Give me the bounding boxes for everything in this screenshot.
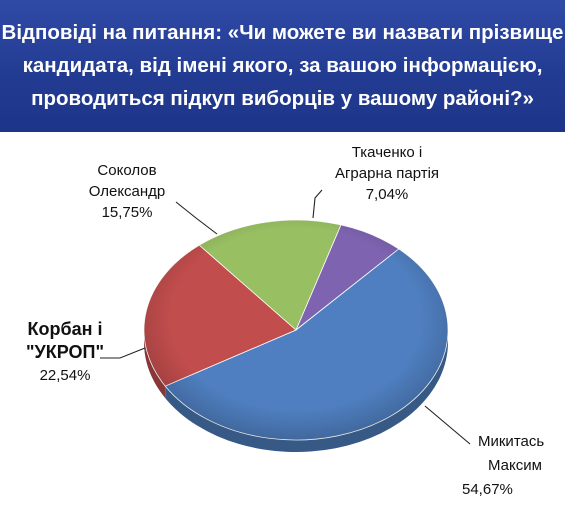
title-line-1: Відповіді на питання: «Чи можете ви назв… [1,21,564,44]
label-korban-name-1: Корбан і [27,319,103,339]
pie-slice-korban-side [144,330,166,399]
label-sokolov-name-1: Соколов [97,162,157,179]
label-tkachenko-value: 7,04% [365,186,409,203]
label-korban-name-2: "УКРОП" [26,342,104,362]
label-tkachenko: Ткаченко і Аграрна партія 7,04% [312,142,462,205]
label-sokolov-name-2: Олександр [88,183,166,200]
leader-line-tkachenko [312,189,323,219]
label-tkachenko-name-2: Аграрна партія [334,165,440,182]
title-line-3: проводиться підкуп виборців у вашому рай… [31,87,534,110]
label-mykytas: Микитась Максим 54,67% [462,430,562,502]
pie-depth [144,330,448,452]
chart-title: Відповіді на питання: «Чи можете ви назв… [0,16,565,115]
label-mykytas-name-1: Микитась [478,433,545,450]
label-korban-value: 22,54% [39,367,91,384]
leader-line-sokolov [175,201,218,235]
pie-shading [144,220,448,440]
label-korban: Корбан і "УКРОП" 22,54% [10,318,120,387]
leader-lines [100,189,471,445]
leader-line-mykytas [424,405,471,445]
title-line-2: кандидата, від імені якого, за вашою інф… [22,54,543,77]
label-tkachenko-name-1: Ткаченко і [351,144,423,161]
label-sokolov-value: 15,75% [101,204,153,221]
label-mykytas-value: 54,67% [462,481,513,498]
leader-line-korban [100,347,146,359]
title-banner: Відповіді на питання: «Чи можете ви назв… [0,0,565,132]
label-sokolov: Соколов Олександр 15,75% [72,160,182,223]
label-mykytas-name-2: Максим [488,457,542,474]
pie-chart [100,189,471,452]
